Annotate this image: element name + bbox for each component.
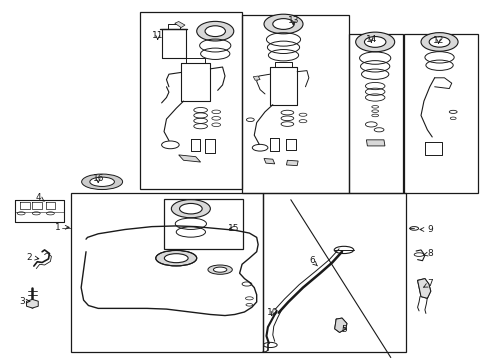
Text: 6: 6 (308, 256, 317, 266)
Polygon shape (264, 158, 274, 164)
Text: 11: 11 (152, 31, 163, 40)
Ellipse shape (364, 36, 385, 47)
Text: 3: 3 (20, 297, 30, 306)
Text: 12: 12 (432, 36, 444, 45)
Text: 4: 4 (36, 193, 44, 202)
Bar (140, 12, 242, 189)
Ellipse shape (156, 251, 196, 266)
Ellipse shape (164, 254, 188, 263)
Text: 10: 10 (266, 308, 278, 317)
Text: 2: 2 (26, 253, 39, 262)
Bar (262, 193, 406, 352)
Polygon shape (334, 318, 346, 332)
Polygon shape (366, 140, 384, 146)
Ellipse shape (428, 37, 449, 47)
Ellipse shape (171, 200, 210, 218)
Ellipse shape (204, 26, 225, 37)
Ellipse shape (207, 265, 232, 274)
Text: 15: 15 (227, 224, 239, 233)
Text: 8: 8 (423, 249, 432, 258)
Bar (71, 193, 262, 352)
Polygon shape (417, 279, 430, 298)
Text: 13: 13 (287, 16, 298, 25)
Ellipse shape (213, 267, 226, 272)
Polygon shape (26, 300, 38, 308)
Ellipse shape (90, 177, 114, 186)
Bar (404, 34, 477, 193)
Ellipse shape (272, 19, 294, 30)
Text: 7: 7 (423, 279, 432, 288)
Text: 14: 14 (365, 35, 376, 44)
Ellipse shape (420, 33, 457, 51)
Ellipse shape (196, 21, 233, 41)
Polygon shape (174, 22, 184, 28)
Bar (163, 199, 243, 249)
Ellipse shape (264, 14, 303, 34)
Polygon shape (286, 160, 298, 166)
Ellipse shape (355, 32, 394, 52)
Text: 1: 1 (55, 223, 69, 232)
Text: 9: 9 (419, 225, 432, 234)
Text: 16: 16 (92, 174, 104, 183)
Bar (348, 34, 402, 193)
Polygon shape (253, 76, 260, 80)
Ellipse shape (179, 203, 202, 214)
Text: 5: 5 (341, 325, 346, 334)
Bar (242, 15, 348, 193)
Ellipse shape (81, 174, 122, 189)
Polygon shape (178, 155, 200, 162)
